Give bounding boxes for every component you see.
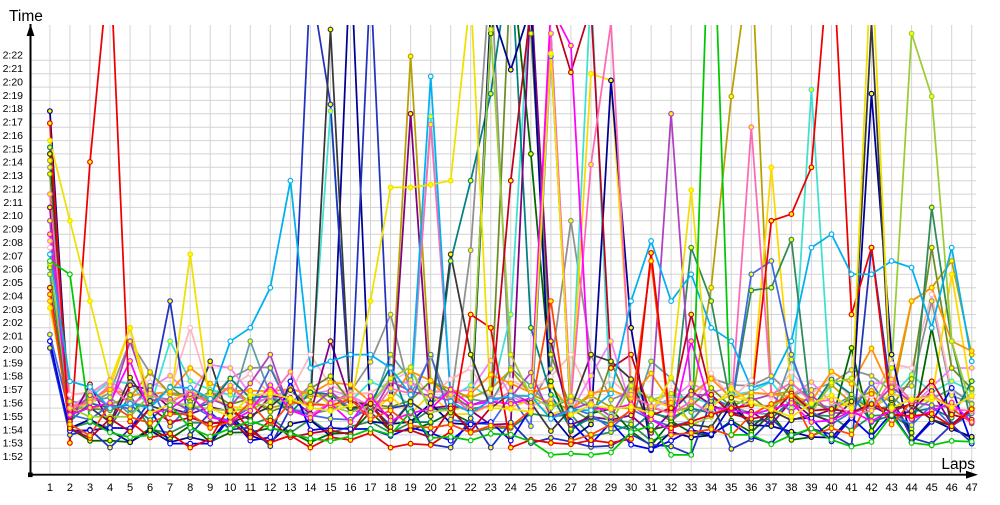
svg-text:17: 17 [364, 482, 376, 494]
svg-text:1: 1 [47, 482, 53, 494]
svg-text:1:53: 1:53 [3, 438, 24, 450]
svg-text:36: 36 [745, 482, 757, 494]
svg-text:35: 35 [725, 482, 737, 494]
svg-text:5: 5 [127, 482, 133, 494]
svg-text:Laps: Laps [941, 456, 975, 473]
svg-text:2:04: 2:04 [3, 291, 24, 303]
svg-text:20: 20 [425, 482, 437, 494]
svg-text:2:10: 2:10 [3, 210, 24, 222]
svg-text:2:06: 2:06 [3, 264, 24, 276]
svg-text:21: 21 [445, 482, 457, 494]
svg-text:27: 27 [565, 482, 577, 494]
svg-text:1:57: 1:57 [3, 384, 24, 396]
svg-text:2:22: 2:22 [3, 50, 24, 62]
svg-text:2:03: 2:03 [3, 304, 24, 316]
svg-text:1:59: 1:59 [3, 357, 24, 369]
svg-text:39: 39 [805, 482, 817, 494]
svg-text:2:08: 2:08 [3, 237, 24, 249]
svg-text:8: 8 [187, 482, 193, 494]
svg-text:10: 10 [224, 482, 236, 494]
svg-text:2: 2 [67, 482, 73, 494]
svg-text:2:20: 2:20 [3, 77, 24, 89]
svg-text:2:16: 2:16 [3, 130, 24, 142]
svg-text:2:02: 2:02 [3, 317, 24, 329]
svg-text:30: 30 [625, 482, 637, 494]
svg-text:40: 40 [825, 482, 837, 494]
svg-text:13: 13 [284, 482, 296, 494]
svg-text:2:19: 2:19 [3, 90, 24, 102]
svg-text:2:17: 2:17 [3, 117, 24, 129]
svg-text:1:54: 1:54 [3, 424, 24, 436]
svg-text:43: 43 [885, 482, 897, 494]
svg-text:1:55: 1:55 [3, 411, 24, 423]
svg-text:41: 41 [845, 482, 857, 494]
svg-text:46: 46 [946, 482, 958, 494]
svg-text:47: 47 [966, 482, 978, 494]
svg-text:2:13: 2:13 [3, 170, 24, 182]
svg-text:3: 3 [87, 482, 93, 494]
svg-text:2:09: 2:09 [3, 224, 24, 236]
svg-text:4: 4 [107, 482, 113, 494]
svg-text:1:56: 1:56 [3, 398, 24, 410]
svg-text:Time: Time [9, 8, 43, 25]
svg-text:22: 22 [465, 482, 477, 494]
svg-text:6: 6 [147, 482, 153, 494]
svg-text:7: 7 [167, 482, 173, 494]
svg-text:1:58: 1:58 [3, 371, 24, 383]
svg-text:45: 45 [926, 482, 938, 494]
svg-text:2:15: 2:15 [3, 143, 24, 155]
svg-text:1:52: 1:52 [3, 451, 24, 463]
svg-text:9: 9 [207, 482, 213, 494]
svg-text:2:05: 2:05 [3, 277, 24, 289]
svg-text:31: 31 [645, 482, 657, 494]
svg-text:2:12: 2:12 [3, 184, 24, 196]
svg-text:42: 42 [865, 482, 877, 494]
svg-text:15: 15 [324, 482, 336, 494]
svg-text:2:14: 2:14 [3, 157, 24, 169]
svg-text:23: 23 [485, 482, 497, 494]
svg-text:2:00: 2:00 [3, 344, 24, 356]
svg-text:2:18: 2:18 [3, 103, 24, 115]
svg-text:44: 44 [905, 482, 917, 494]
svg-text:2:01: 2:01 [3, 331, 24, 343]
svg-text:19: 19 [404, 482, 416, 494]
svg-text:2:21: 2:21 [3, 63, 24, 75]
svg-text:38: 38 [785, 482, 797, 494]
svg-text:29: 29 [605, 482, 617, 494]
svg-text:24: 24 [505, 482, 517, 494]
svg-text:18: 18 [384, 482, 396, 494]
svg-text:37: 37 [765, 482, 777, 494]
svg-text:32: 32 [665, 482, 677, 494]
svg-text:11: 11 [245, 482, 256, 494]
svg-text:28: 28 [585, 482, 597, 494]
svg-text:26: 26 [545, 482, 557, 494]
svg-text:2:07: 2:07 [3, 250, 24, 262]
svg-text:34: 34 [705, 482, 717, 494]
svg-text:12: 12 [264, 482, 276, 494]
svg-text:14: 14 [304, 482, 316, 494]
svg-text:2:11: 2:11 [3, 197, 23, 209]
svg-text:25: 25 [525, 482, 537, 494]
svg-text:33: 33 [685, 482, 697, 494]
svg-text:16: 16 [344, 482, 356, 494]
